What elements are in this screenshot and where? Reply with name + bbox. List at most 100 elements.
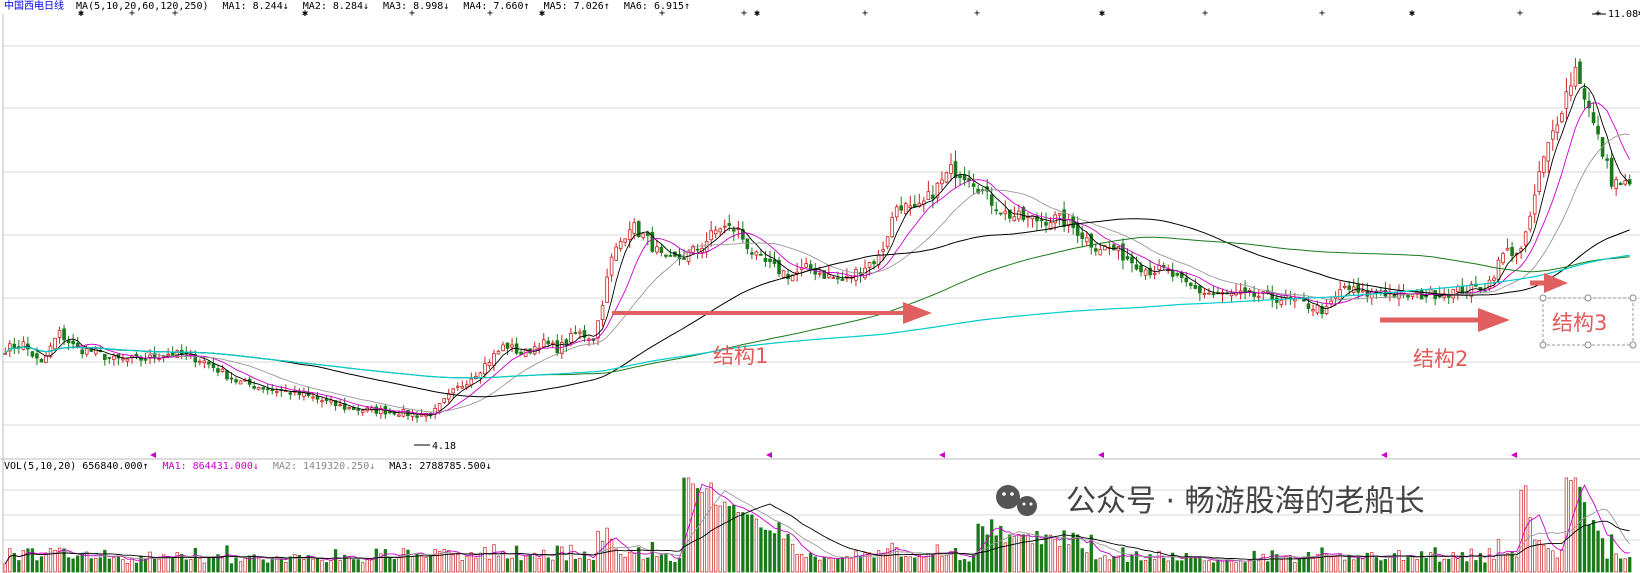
volume-bar	[1270, 550, 1274, 573]
candle-body	[1071, 216, 1075, 228]
volume-bar	[1433, 547, 1437, 573]
volume-bar	[171, 556, 175, 573]
volume-bar	[1284, 555, 1288, 573]
volume-bar	[619, 554, 623, 573]
candle-body	[605, 276, 609, 303]
signal-mark: +	[487, 8, 493, 19]
volume-bar	[428, 554, 433, 573]
volume-bar	[1361, 558, 1365, 573]
candle-body	[1618, 182, 1623, 186]
svg-text:中国西电日线 MA(5,10,20,60,120,2: 中国西电日线 MA(5,10,20,60,120,250) MA1: 8.244…	[4, 0, 690, 12]
candle-body	[1446, 295, 1451, 298]
signal-mark: ✱	[539, 8, 545, 19]
volume-bar	[148, 551, 152, 573]
candle-body	[112, 355, 116, 360]
volume-bar	[460, 560, 464, 573]
volume-bar	[451, 554, 455, 573]
candle-body	[1062, 209, 1066, 227]
volume-bar	[700, 492, 704, 573]
candle-body	[1311, 309, 1315, 312]
volume-bar	[677, 558, 682, 573]
volume-bar	[180, 554, 184, 573]
volume-bar	[1008, 534, 1012, 573]
volume-bar	[1501, 554, 1505, 573]
volume-bar	[1134, 551, 1139, 573]
ma250-line	[4, 254, 1630, 379]
candle-body	[1501, 253, 1505, 264]
candle-body	[261, 387, 265, 390]
volume-bar	[827, 558, 831, 573]
volume-bar	[953, 548, 958, 573]
volume-bar	[85, 551, 89, 573]
volume-bar	[668, 560, 673, 573]
volume-bar	[1474, 560, 1478, 573]
volume-bar	[297, 554, 302, 573]
volume-bar	[1401, 559, 1406, 573]
volume-bar	[1578, 486, 1582, 573]
volume-bar	[1143, 559, 1148, 573]
volume-bar	[193, 547, 197, 573]
candle-body	[93, 348, 98, 355]
volume-bar	[1252, 550, 1256, 573]
volume-bar	[573, 558, 578, 573]
volume-bar	[501, 550, 505, 573]
volume-bar	[591, 559, 596, 573]
volume-bar	[57, 547, 62, 573]
candle-body	[170, 352, 175, 357]
volume-bar	[66, 557, 71, 573]
volume-bar	[1130, 554, 1134, 573]
volume-bar	[804, 557, 808, 573]
volume-bar	[1356, 557, 1360, 573]
candle-body	[555, 340, 560, 354]
volume-bar	[686, 477, 691, 573]
candle-body	[1170, 269, 1175, 277]
volume-bar	[1311, 557, 1315, 573]
candle-body	[1338, 289, 1342, 300]
candle-body	[451, 388, 456, 394]
volume-bar	[1370, 552, 1374, 573]
candle-body	[302, 392, 306, 397]
candle-body	[646, 232, 650, 236]
candle-body	[804, 263, 808, 268]
candle-body	[1017, 210, 1021, 220]
candle-body	[415, 415, 419, 418]
structure-arrows	[612, 273, 1568, 332]
volume-bar	[1026, 534, 1030, 573]
candle-body	[360, 410, 365, 413]
candle-body	[3, 353, 8, 355]
ma5-value: MA5: 7.026↑	[544, 1, 610, 12]
signal-triangle	[939, 452, 945, 458]
volume-bar	[1560, 549, 1564, 573]
candle-body	[1279, 299, 1284, 305]
volume-bar	[1379, 560, 1383, 573]
volume-bar	[958, 560, 962, 573]
candle-body	[175, 350, 180, 358]
volume-bar	[1447, 558, 1451, 573]
ma4-value: MA4: 7.660↑	[463, 1, 529, 12]
volume-bar	[1053, 538, 1057, 573]
volume-bar	[320, 559, 324, 573]
candle-body	[134, 353, 139, 357]
volume-bar	[1343, 559, 1347, 573]
candle-body	[1605, 158, 1609, 161]
volume-bar	[89, 558, 93, 573]
volume-bar	[134, 562, 139, 573]
candle-body	[731, 229, 736, 232]
candle-body	[311, 396, 315, 399]
volume-bar	[26, 548, 30, 573]
ma-params: MA(5,10,20,60,120,250)	[76, 1, 208, 12]
candle-body	[1555, 124, 1560, 134]
candle-body	[903, 203, 908, 214]
volume-bar	[732, 504, 736, 573]
volume-bar	[655, 556, 659, 573]
candle-body	[618, 240, 623, 249]
volume-bar	[1365, 552, 1369, 573]
volume-bar	[1048, 534, 1053, 573]
volume-bar	[1017, 534, 1021, 573]
candle-body	[1510, 246, 1514, 257]
volume-bar	[1582, 502, 1587, 573]
candle-body	[1505, 247, 1510, 251]
candle-body	[465, 384, 469, 388]
vol-ma3-value: MA3: 2788785.500↓	[389, 461, 491, 472]
volume-bar	[1587, 524, 1591, 573]
